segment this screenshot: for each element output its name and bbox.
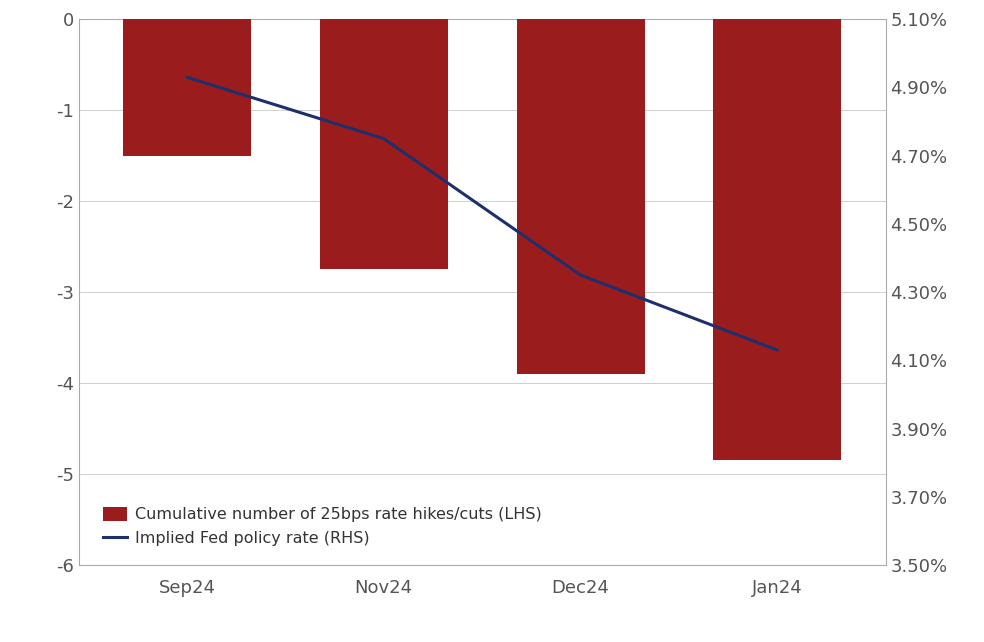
Implied Fed policy rate (RHS) bbox=[378, 135, 390, 143]
Bar bbox=[123, 19, 251, 156]
Implied Fed policy rate (RHS) bbox=[181, 73, 193, 81]
Implied Fed policy rate (RHS) bbox=[575, 271, 586, 279]
Bar bbox=[320, 19, 448, 270]
Bar bbox=[517, 19, 645, 374]
Bar bbox=[713, 19, 841, 460]
Line: Implied Fed policy rate (RHS): Implied Fed policy rate (RHS) bbox=[187, 77, 777, 350]
Implied Fed policy rate (RHS) bbox=[771, 346, 783, 354]
Legend: Cumulative number of 25bps rate hikes/cuts (LHS), Implied Fed policy rate (RHS): Cumulative number of 25bps rate hikes/cu… bbox=[103, 507, 541, 546]
